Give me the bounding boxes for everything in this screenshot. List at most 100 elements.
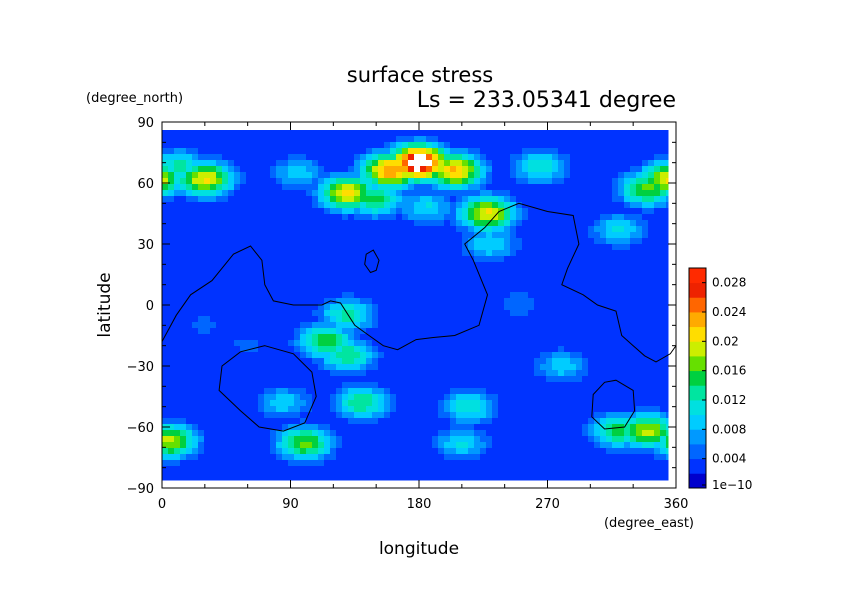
heatmap-cell	[480, 304, 487, 311]
heatmap-cell	[330, 436, 337, 443]
heatmap-cell	[564, 268, 571, 275]
heatmap-cell	[306, 286, 313, 293]
heatmap-cell	[180, 250, 187, 257]
heatmap-cell	[210, 190, 217, 197]
heatmap-cell	[510, 232, 517, 239]
heatmap-cell	[594, 322, 601, 329]
heatmap-cell	[390, 334, 397, 341]
heatmap-cell	[540, 364, 547, 371]
heatmap-cell	[276, 316, 283, 323]
heatmap-cell	[258, 202, 265, 209]
heatmap-cell	[186, 334, 193, 341]
heatmap-cell	[378, 310, 385, 317]
heatmap-cell	[564, 154, 571, 161]
heatmap-cell	[540, 166, 547, 173]
heatmap-cell	[462, 358, 469, 365]
heatmap-cell	[396, 238, 403, 245]
heatmap-cell	[288, 184, 295, 191]
heatmap-cell	[414, 160, 421, 167]
heatmap-cell	[402, 454, 409, 461]
heatmap-cell	[606, 472, 613, 479]
heatmap-cell	[432, 178, 439, 185]
heatmap-cell	[372, 340, 379, 347]
heatmap-cell	[480, 232, 487, 239]
heatmap-cell	[258, 340, 265, 347]
heatmap-cell	[660, 370, 667, 377]
heatmap-cell	[348, 310, 355, 317]
heatmap-cell	[252, 406, 259, 413]
heatmap-cell	[528, 346, 535, 353]
heatmap-cell	[330, 196, 337, 203]
heatmap-cell	[606, 142, 613, 149]
heatmap-cell	[264, 400, 271, 407]
heatmap-cell	[276, 358, 283, 365]
heatmap-cell	[348, 256, 355, 263]
heatmap-cell	[354, 292, 361, 299]
heatmap-cell	[366, 406, 373, 413]
heatmap-cell	[372, 382, 379, 389]
heatmap-cell	[210, 442, 217, 449]
heatmap-cell	[186, 226, 193, 233]
heatmap-cell	[360, 424, 367, 431]
heatmap-cell	[420, 436, 427, 443]
heatmap-cell	[204, 178, 211, 185]
heatmap-cell	[366, 322, 373, 329]
heatmap-cell	[552, 226, 559, 233]
heatmap-cell	[546, 328, 553, 335]
heatmap-cell	[162, 394, 169, 401]
heatmap-cell	[180, 178, 187, 185]
heatmap-cell	[348, 196, 355, 203]
heatmap-cell	[546, 172, 553, 179]
heatmap-cell	[486, 448, 493, 455]
heatmap-cell	[366, 280, 373, 287]
heatmap-cell	[462, 316, 469, 323]
heatmap-cell	[360, 244, 367, 251]
heatmap-cell	[582, 142, 589, 149]
heatmap-cell	[474, 472, 481, 479]
heatmap-cell	[432, 424, 439, 431]
heatmap-cell	[408, 382, 415, 389]
heatmap-cell	[210, 454, 217, 461]
heatmap-cell	[210, 292, 217, 299]
heatmap-cell	[462, 418, 469, 425]
heatmap-cell	[486, 424, 493, 431]
heatmap-cell	[360, 466, 367, 473]
heatmap-cell	[522, 334, 529, 341]
heatmap-cell	[654, 304, 661, 311]
heatmap-cell	[558, 430, 565, 437]
heatmap-cell	[552, 280, 559, 287]
heatmap-cell	[456, 382, 463, 389]
heatmap-cell	[666, 226, 669, 233]
heatmap-cell	[210, 406, 217, 413]
heatmap-cell	[438, 436, 445, 443]
heatmap-cell	[408, 280, 415, 287]
heatmap-cell	[360, 280, 367, 287]
heatmap-cell	[660, 340, 667, 347]
heatmap-cell	[210, 178, 217, 185]
heatmap-cell	[240, 208, 247, 215]
heatmap-cell	[474, 376, 481, 383]
heatmap-cell	[582, 226, 589, 233]
heatmap-cell	[600, 370, 607, 377]
heatmap-cell	[402, 166, 409, 173]
heatmap-cell	[618, 262, 625, 269]
heatmap-cell	[324, 310, 331, 317]
heatmap-cell	[636, 460, 643, 467]
heatmap-cell	[558, 316, 565, 323]
heatmap-cell	[168, 172, 175, 179]
heatmap-cell	[528, 244, 535, 251]
heatmap-cell	[198, 412, 205, 419]
heatmap-cell	[654, 166, 661, 173]
heatmap-cell	[498, 178, 505, 185]
heatmap-cell	[372, 214, 379, 221]
heatmap-cell	[372, 166, 379, 173]
heatmap-cell	[162, 418, 169, 425]
heatmap-cell	[372, 322, 379, 329]
heatmap-cell	[636, 214, 643, 221]
heatmap-cell	[228, 442, 235, 449]
heatmap-cell	[174, 334, 181, 341]
heatmap-cell	[198, 238, 205, 245]
heatmap-cell	[288, 442, 295, 449]
heatmap-cell	[642, 304, 649, 311]
heatmap-cell	[582, 412, 589, 419]
